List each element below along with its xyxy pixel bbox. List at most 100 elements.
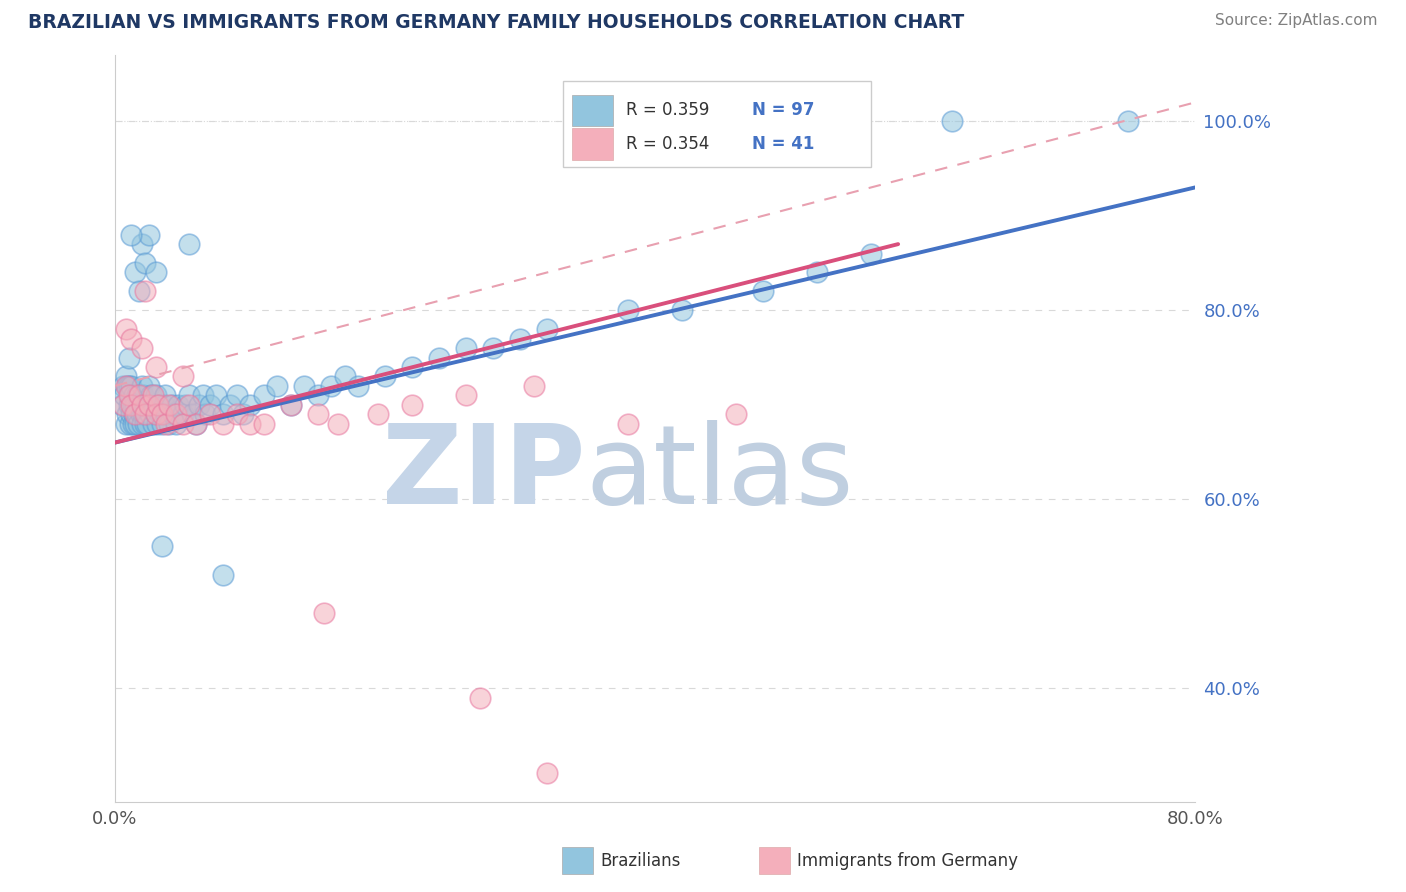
Point [120, 227, 142, 242]
Point [239, 398, 262, 412]
Point [860, 246, 883, 260]
Point [172, 417, 194, 431]
Point [138, 227, 160, 242]
Point [172, 407, 194, 421]
Point [120, 379, 142, 393]
Point [145, 265, 167, 279]
Point [752, 285, 775, 299]
Point [146, 417, 169, 431]
Point [114, 369, 136, 384]
Point [114, 379, 136, 393]
Point [128, 388, 150, 402]
Point [121, 398, 143, 412]
Point [319, 379, 342, 393]
Point [120, 398, 142, 412]
Point [326, 417, 349, 431]
Point [131, 341, 153, 355]
Point [617, 417, 640, 431]
Point [187, 398, 209, 412]
Point [124, 398, 146, 412]
Point [128, 398, 150, 412]
Point [314, 606, 336, 620]
Point [157, 417, 180, 431]
Point [134, 256, 156, 270]
Point [184, 417, 207, 431]
Point [118, 388, 141, 402]
Point [167, 398, 190, 412]
Point [225, 407, 247, 421]
Point [205, 388, 228, 402]
Text: R = 0.354: R = 0.354 [626, 135, 709, 153]
Point [132, 407, 155, 421]
Point [617, 303, 640, 318]
Text: Brazilians: Brazilians [600, 852, 681, 870]
Point [118, 417, 141, 431]
Point [225, 388, 247, 402]
Point [117, 388, 139, 402]
Point [165, 417, 187, 431]
Point [125, 388, 148, 402]
Point [307, 407, 329, 421]
Point [112, 379, 135, 393]
Point [145, 407, 167, 421]
Point [162, 407, 184, 421]
Point [401, 398, 423, 412]
Point [134, 398, 156, 412]
Point [124, 407, 146, 421]
Point [468, 690, 491, 705]
Point [280, 398, 302, 412]
Point [184, 417, 207, 431]
Point [148, 398, 170, 412]
Point [115, 407, 138, 421]
FancyBboxPatch shape [572, 95, 613, 126]
Point [135, 407, 157, 421]
Point [131, 379, 153, 393]
Point [125, 407, 148, 421]
Point [120, 407, 142, 421]
Point [212, 567, 235, 582]
Point [112, 398, 135, 412]
Text: R = 0.359: R = 0.359 [626, 102, 709, 120]
Point [198, 398, 221, 412]
Point [138, 398, 160, 412]
Text: Immigrants from Germany: Immigrants from Germany [797, 852, 1018, 870]
Point [122, 388, 145, 402]
Text: Source: ZipAtlas.com: Source: ZipAtlas.com [1215, 13, 1378, 29]
Text: N = 97: N = 97 [752, 102, 815, 120]
Point [239, 417, 262, 431]
Text: ZIP: ZIP [381, 419, 585, 526]
Point [128, 285, 150, 299]
Point [114, 388, 136, 402]
Point [347, 379, 370, 393]
Point [307, 388, 329, 402]
Point [212, 417, 235, 431]
Point [252, 417, 274, 431]
Point [266, 379, 288, 393]
Point [117, 379, 139, 393]
Point [157, 398, 180, 412]
Point [218, 398, 240, 412]
Point [454, 341, 477, 355]
Point [806, 265, 828, 279]
FancyBboxPatch shape [564, 81, 872, 167]
Point [212, 407, 235, 421]
Point [172, 369, 194, 384]
Point [141, 388, 163, 402]
Point [401, 359, 423, 374]
Point [292, 379, 315, 393]
Point [155, 407, 177, 421]
Point [114, 417, 136, 431]
Point [148, 407, 170, 421]
Point [138, 398, 160, 412]
Point [367, 407, 389, 421]
Point [536, 322, 558, 336]
Point [129, 407, 152, 421]
Text: BRAZILIAN VS IMMIGRANTS FROM GERMANY FAMILY HOUSEHOLDS CORRELATION CHART: BRAZILIAN VS IMMIGRANTS FROM GERMANY FAM… [28, 13, 965, 32]
Point [150, 407, 173, 421]
Point [252, 388, 274, 402]
Point [145, 388, 167, 402]
Point [232, 407, 254, 421]
Point [179, 388, 201, 402]
Point [145, 407, 167, 421]
Point [134, 407, 156, 421]
